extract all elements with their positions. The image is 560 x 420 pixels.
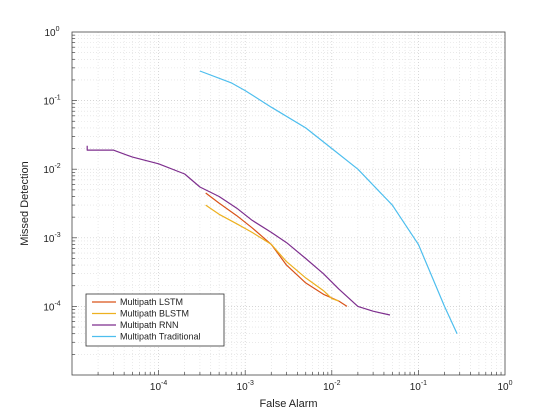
series-line-4 xyxy=(199,70,458,334)
series-line-3 xyxy=(86,145,391,316)
y-tick-label: 10-4 xyxy=(43,300,60,313)
y-tick-label: 10-2 xyxy=(43,163,60,176)
legend-entry: Multipath BLSTM xyxy=(120,309,189,319)
x-axis-tick-labels: 10-4 10-3 10-2 10-1 100 xyxy=(150,380,513,393)
x-axis-label: False Alarm xyxy=(259,398,317,410)
x-tick-label: 100 xyxy=(497,380,512,393)
x-tick-label: 10-2 xyxy=(323,380,340,393)
series-line-2 xyxy=(205,204,339,302)
legend-entry: Multipath Traditional xyxy=(120,332,201,342)
legend-entry: Multipath RNN xyxy=(120,320,179,330)
y-tick-label: 10-1 xyxy=(43,95,60,108)
x-tick-label: 10-4 xyxy=(150,380,167,393)
y-tick-label: 100 xyxy=(44,26,59,39)
y-tick-label: 10-3 xyxy=(43,232,60,245)
y-axis-label: Missed Detection xyxy=(19,161,31,245)
plot-area xyxy=(71,31,506,376)
axis-ticks xyxy=(72,34,502,375)
series-lines xyxy=(86,70,458,334)
y-axis-tick-labels: 100 10-1 10-2 10-3 10-4 xyxy=(43,26,60,313)
legend-box xyxy=(85,293,225,347)
x-tick-label: 10-1 xyxy=(410,380,427,393)
x-tick-label: 10-3 xyxy=(237,380,254,393)
legend-entry: Multipath LSTM xyxy=(120,297,183,307)
